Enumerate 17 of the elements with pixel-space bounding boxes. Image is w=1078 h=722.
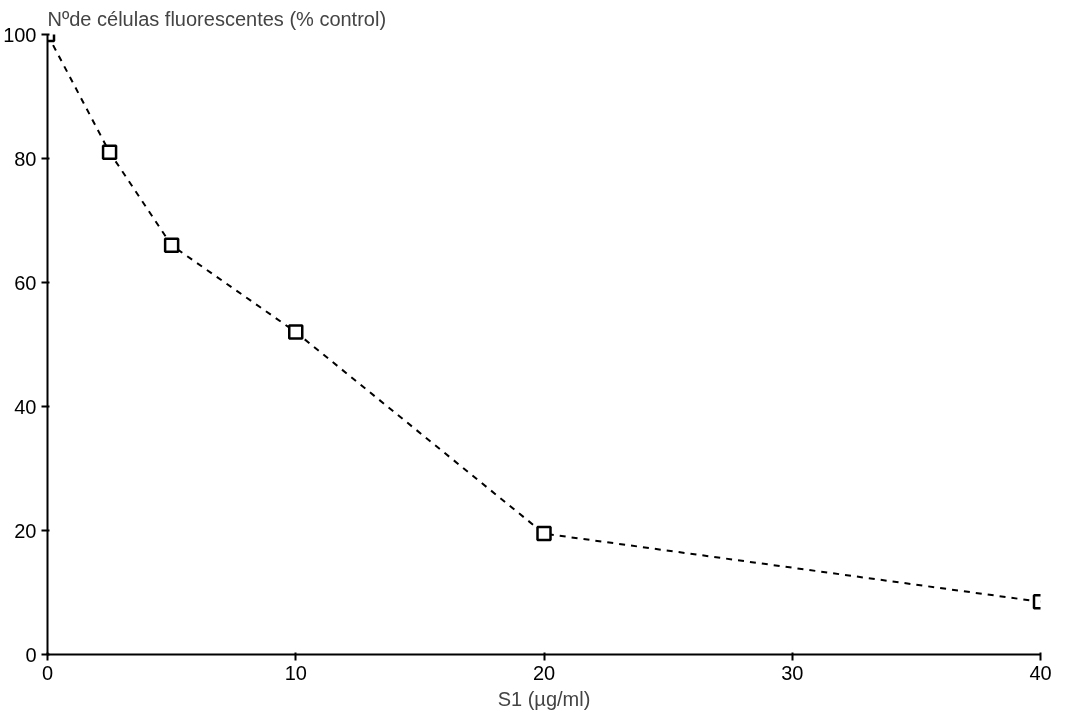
point <box>536 525 552 542</box>
x-tick-label: 30 <box>781 661 804 684</box>
y-tick-label: 40 <box>14 395 37 418</box>
point <box>288 324 304 340</box>
y-axis-title: Nºde células fluorescentes (% control) <box>47 7 387 30</box>
y-tick-label: 20 <box>14 519 37 542</box>
y-tick-label: 0 <box>25 643 37 666</box>
y-tick-label: 80 <box>14 147 37 170</box>
y-tick-label: 100 <box>3 23 37 46</box>
x-tick-label: 20 <box>532 661 556 684</box>
x-tick-label: 10 <box>284 661 307 684</box>
x-axis-title: S1 (µg/ml) <box>497 687 591 710</box>
y-tick-label: 60 <box>14 271 37 294</box>
x-tick-label: 0 <box>41 661 54 684</box>
point <box>163 237 180 254</box>
x-tick-label: 40 <box>1029 661 1052 684</box>
point <box>101 144 118 161</box>
